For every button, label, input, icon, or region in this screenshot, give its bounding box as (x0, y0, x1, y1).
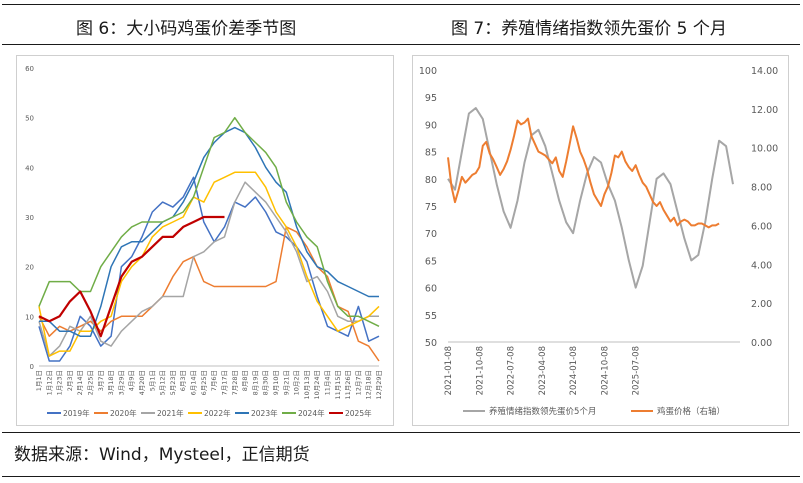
x-tick-label: 11月26日 (344, 370, 352, 400)
x-tick-label: 2024-01-08 (569, 346, 579, 395)
x-tick-label: 9月10日 (272, 370, 280, 395)
legend-label: 2025年 (345, 408, 372, 418)
series-line-2021年 (38, 181, 379, 357)
y-tick-label: 30 (25, 214, 34, 222)
legend-label: 养殖情绪指数领先蛋价5个月 (489, 406, 596, 417)
x-tick-label: 10月24日 (313, 370, 321, 400)
series-line-2024年 (38, 116, 380, 327)
series-line-2019年 (38, 176, 380, 362)
x-tick-label: 6月25日 (200, 370, 208, 395)
y-left-tick-label: 75 (425, 202, 437, 213)
legend-label: 2023年 (251, 408, 278, 418)
x-tick-label: 2024-10-08 (600, 346, 610, 395)
x-tick-label: 9月21日 (282, 370, 290, 395)
x-tick-label: 8月19日 (251, 370, 259, 395)
x-tick-label: 12月18日 (365, 370, 373, 400)
figure-7-title: 图 7：养殖情绪指数领先蛋价 5 个月 (451, 19, 727, 39)
y-tick-label: 40 (25, 164, 34, 172)
x-tick-label: 2月25日 (87, 370, 95, 395)
x-tick-label: 3月29日 (117, 370, 125, 395)
source-rule-top (2, 432, 800, 433)
y-left-tick-label: 50 (425, 338, 437, 349)
figure-6-title: 图 6：大小码鸡蛋价差季节图 (76, 19, 297, 39)
x-tick-label: 7月28日 (231, 370, 239, 395)
x-tick-label: 2025-07-08 (632, 346, 642, 395)
x-tick-label: 1月12日 (45, 370, 53, 395)
x-tick-label: 2023-04-08 (538, 346, 548, 395)
y-left-tick-label: 85 (425, 148, 437, 159)
x-tick-label: 2021-10-08 (475, 346, 485, 395)
y-right-tick-label: 10.00 (751, 144, 778, 155)
sentiment-chart-panel: 50 55 60 65 70 75 80 85 90 95 100 0.00 2.00 4.00 6.00 8… (412, 55, 789, 426)
x-tick-label: 4月9日 (128, 370, 136, 391)
y-tick-label: 10 (25, 313, 34, 321)
legend-label: 鸡蛋价格（右轴） (657, 406, 725, 417)
y-left-tick-label: 70 (425, 229, 437, 240)
x-tick-label: 11月4日 (323, 370, 331, 395)
y-right-tick-label: 14.00 (751, 66, 778, 77)
legend-label: 2021年 (157, 408, 184, 418)
y-right-tick-label: 0.00 (751, 338, 772, 349)
x-tick-label: 3月18日 (107, 370, 115, 395)
x-tick-label: 5月12日 (159, 370, 167, 395)
top-rule (2, 4, 800, 5)
x-tick-label: 5月1日 (148, 370, 156, 391)
y-left-tick-label: 80 (425, 175, 437, 186)
seasonal-chart-panel: 0 10 20 30 40 50 60 1月1日 1月12日 1月23日 2月3日 2月14日 2月25… (16, 55, 394, 426)
series-line-sentiment-index (447, 107, 734, 289)
y-tick-label: 0 (30, 363, 34, 371)
x-tick-label: 2月3日 (66, 370, 74, 391)
x-tick-label: 6月14日 (190, 370, 198, 395)
x-tick-label: 10月13日 (303, 370, 311, 400)
y-left-tick-label: 100 (419, 66, 437, 77)
y-right-tick-label: 12.00 (751, 105, 778, 116)
y-left-tick-label: 95 (425, 93, 437, 104)
x-tick-label: 2月14日 (76, 370, 84, 395)
x-tick-label: 5月23日 (169, 370, 177, 395)
x-tick-label: 6月3日 (179, 370, 187, 391)
bottom-rule (2, 476, 800, 477)
x-tick-label: 1月1日 (35, 370, 43, 391)
x-tick-label: 12月29日 (375, 370, 383, 400)
data-source-note: 数据来源：Wind，Mysteel，正信期货 (14, 445, 310, 465)
y-right-tick-label: 6.00 (751, 221, 772, 232)
x-tick-label: 11月15日 (334, 370, 342, 400)
y-tick-label: 60 (25, 65, 34, 73)
x-tick-label: 7月17日 (220, 370, 228, 395)
x-tick-label: 12月7日 (354, 370, 362, 395)
y-tick-label: 20 (25, 264, 34, 272)
y-left-tick-label: 65 (425, 256, 437, 267)
x-tick-label: 2022-07-08 (507, 346, 517, 395)
x-tick-label: 7月6日 (210, 370, 218, 391)
legend-label: 2024年 (298, 408, 325, 418)
legend-label: 2022年 (204, 408, 231, 418)
y-left-tick-label: 60 (425, 284, 437, 295)
y-left-tick-label: 90 (425, 120, 437, 131)
y-right-tick-label: 4.00 (751, 260, 772, 271)
sentiment-vs-price-chart: 50 55 60 65 70 75 80 85 90 95 100 0.00 2.00 4.00 6.00 8… (419, 66, 778, 417)
y-tick-label: 50 (25, 115, 34, 123)
y-right-tick-label: 2.00 (751, 299, 772, 310)
x-tick-label: 8月8日 (241, 370, 249, 391)
x-tick-label: 3月7日 (97, 370, 105, 391)
series-line-2022年 (38, 171, 380, 357)
legend-label: 2019年 (63, 408, 90, 418)
x-tick-label: 10月2日 (293, 370, 301, 395)
seasonal-spread-chart: 0 10 20 30 40 50 60 1月1日 1月12日 1月23日 2月3日 2月14日 2月25… (25, 65, 383, 418)
y-left-tick-label: 55 (425, 311, 437, 322)
x-tick-label: 4月20日 (138, 370, 146, 395)
series-line-2025年 (38, 215, 225, 338)
title-rule (2, 44, 800, 45)
series-line-egg-price (447, 117, 720, 229)
y-right-tick-label: 8.00 (751, 183, 772, 194)
x-tick-label: 1月23日 (56, 370, 64, 395)
x-tick-label: 2021-01-08 (444, 346, 454, 395)
legend-label: 2020年 (110, 408, 137, 418)
x-tick-label: 8月30日 (262, 370, 270, 395)
